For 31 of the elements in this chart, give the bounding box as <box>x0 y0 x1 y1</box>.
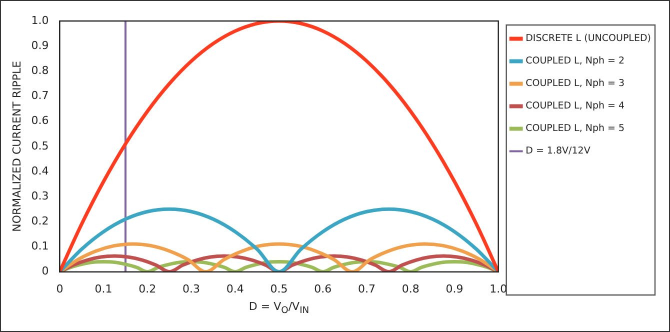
y-tick-label: 0.6 <box>31 114 49 128</box>
x-tick-label: 0.6 <box>314 282 332 296</box>
legend-label: COUPLED L, Nph = 2 <box>526 56 625 67</box>
y-tick-label: 0.8 <box>31 64 49 78</box>
legend-label: COUPLED L, Nph = 4 <box>526 100 625 112</box>
legend-label: D = 1.8V/12V <box>526 146 591 157</box>
x-tick-label: 0.5 <box>270 282 288 296</box>
x-axis-title: D = V$_{O}$/V$_{IN}$ <box>248 300 310 316</box>
x-tick-label: 0 <box>56 282 64 296</box>
x-tick-label: 1.0 <box>490 282 508 296</box>
y-axis-title: NORMALIZED CURRENT RIPPLE <box>10 60 24 232</box>
x-tick-label: 0.8 <box>402 282 420 296</box>
x-tick-label: 0.4 <box>226 282 244 296</box>
x-tick-label: 0.9 <box>446 282 464 296</box>
x-tick-label: 0.1 <box>94 282 112 296</box>
y-tick-label: 0.9 <box>31 38 49 52</box>
line-series <box>60 21 498 272</box>
y-tick-label: 0.2 <box>31 214 49 228</box>
y-tick-label: 0.1 <box>31 240 49 253</box>
x-tick-label: 0.2 <box>138 282 156 296</box>
y-tick-label: 0.5 <box>31 139 49 152</box>
x-tick-label: 0.7 <box>358 282 376 296</box>
y-tick-label: 0 <box>42 264 49 278</box>
y-tick-label: 1.0 <box>31 14 49 27</box>
y-tick-label: 0.4 <box>31 164 49 178</box>
legend-label: COUPLED L, Nph = 3 <box>526 78 625 90</box>
x-tick-label: 0.3 <box>182 282 200 296</box>
legend-label: DISCRETE L (UNCOUPLED) <box>526 33 652 44</box>
y-tick-label: 0.3 <box>31 189 49 202</box>
y-tick-label: 0.7 <box>31 89 49 102</box>
legend-label: COUPLED L, Nph = 5 <box>526 123 625 134</box>
